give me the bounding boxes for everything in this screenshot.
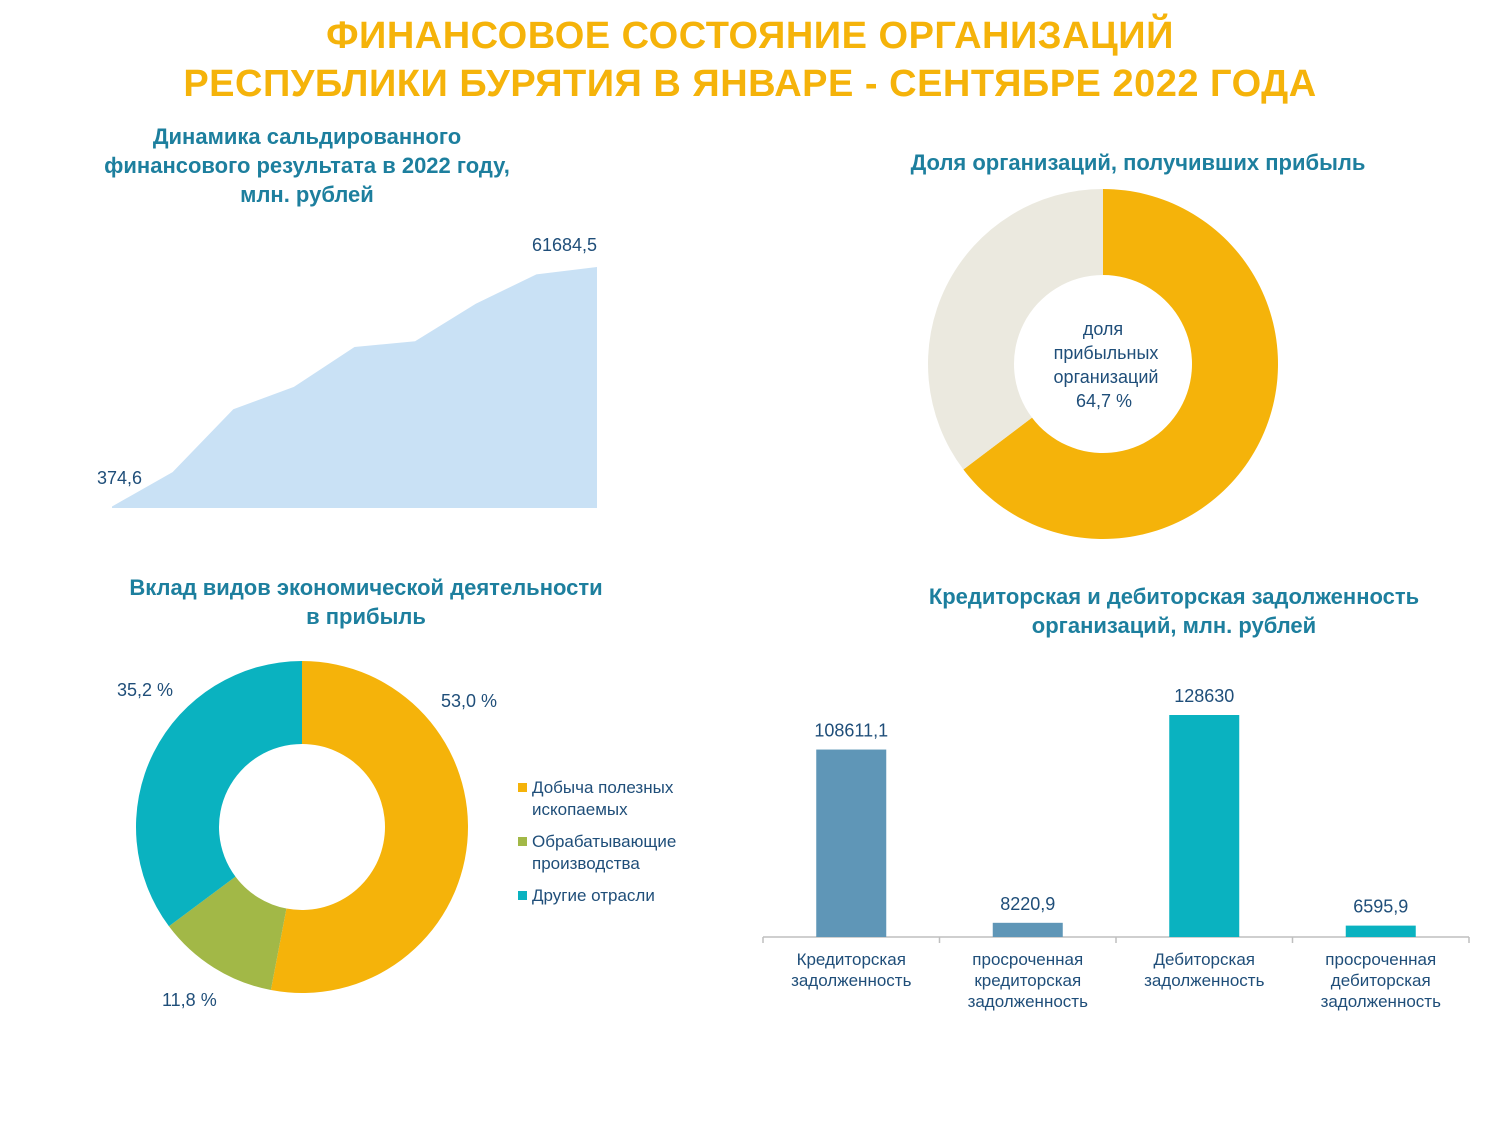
share-center-line-2: прибыльных: [1054, 343, 1159, 363]
page-title-line-1: ФИНАНСОВОЕ СОСТОЯНИЕ ОРГАНИЗАЦИЙ: [326, 15, 1174, 57]
contribution-chart-title: Вклад видов экономической деятельности в…: [66, 573, 666, 631]
debt-bar-value-label-4: 6595,9: [1353, 897, 1408, 917]
debt-chart-title: Кредиторская и дебиторская задолженность…: [874, 582, 1474, 640]
area-chart-title-line-3: млн. рублей: [240, 182, 374, 207]
contribution-label-mining: 53,0 %: [441, 691, 497, 711]
debt-category-label-2-line-3: задолженность: [967, 992, 1088, 1011]
share-chart-title-line-1: Доля организаций, получивших прибыль: [910, 150, 1366, 175]
debt-category-label-1-line-2: задолженность: [791, 971, 912, 990]
legend-label-manufacturing: Обрабатывающие производства: [532, 831, 676, 875]
contribution-slice-3: [136, 661, 302, 927]
debt-category-label-3: Дебиторская задолженность: [1119, 949, 1289, 991]
share-slice-1: [963, 189, 1278, 539]
contribution-slice-1: [270, 661, 469, 993]
debt-category-label-4: просроченная дебиторская задолженность: [1296, 949, 1466, 1012]
area-chart-title: Динамика сальдированного финансового рез…: [57, 122, 557, 209]
legend-label-mining-line-2: ископаемых: [532, 800, 628, 819]
debt-bar-value-label-1: 108611,1: [814, 721, 888, 741]
contribution-chart-title-line-1: Вклад видов экономической деятельности: [129, 575, 603, 600]
debt-category-label-1-line-1: Кредиторская: [796, 950, 906, 969]
share-chart-title: Доля организаций, получивших прибыль: [838, 148, 1438, 177]
debt-bar-value-label-3: 128630: [1174, 686, 1234, 706]
contribution-legend: Добыча полезных ископаемых Обрабатывающи…: [518, 777, 748, 917]
debt-category-label-2-line-1: просроченная: [972, 950, 1084, 969]
contribution-label-manufacturing: 11,8 %: [162, 990, 217, 1010]
debt-bar-4: [1345, 925, 1416, 937]
legend-label-manufacturing-line-1: Обрабатывающие: [532, 832, 677, 851]
debt-category-label-4-line-2: дебиторская: [1330, 971, 1431, 990]
legend-swatch-manufacturing: [518, 837, 527, 846]
debt-bar-value-label-2: 8220,9: [1000, 894, 1055, 914]
legend-item-other: Другие отрасли: [518, 885, 748, 907]
legend-item-manufacturing: Обрабатывающие производства: [518, 831, 748, 875]
legend-label-other: Другие отрасли: [532, 886, 655, 905]
debt-category-label-4-line-3: задолженность: [1320, 992, 1441, 1011]
contribution-label-other: 35,2 %: [117, 680, 173, 700]
contribution-chart-title-line-2: в прибыль: [306, 604, 426, 629]
legend-label-mining: Добыча полезных ископаемых: [532, 777, 673, 821]
page-title: ФИНАНСОВОЕ СОСТОЯНИЕ ОРГАНИЗАЦИЙ РЕСПУБЛ…: [0, 12, 1500, 108]
debt-category-label-1: Кредиторская задолженность: [766, 949, 936, 991]
legend-swatch-other: [518, 891, 527, 900]
debt-category-label-3-line-1: Дебиторская: [1153, 950, 1256, 969]
debt-bar-3: [1169, 715, 1240, 937]
debt-bar-1: [816, 749, 887, 937]
debt-chart-title-line-1: Кредиторская и дебиторская задолженность: [928, 584, 1420, 609]
legend-swatch-mining: [518, 783, 527, 792]
legend-label-manufacturing-line-2: производства: [532, 854, 640, 873]
area-series: [112, 267, 597, 508]
legend-label-mining-line-1: Добыча полезных: [532, 778, 674, 797]
share-slice-2: [927, 189, 1103, 470]
area-chart-title-line-1: Динамика сальдированного: [152, 124, 462, 149]
share-center-line-3: организаций: [1054, 367, 1159, 387]
page-title-line-2: РЕСПУБЛИКИ БУРЯТИЯ В ЯНВАРЕ - СЕНТЯБРЕ 2…: [183, 63, 1317, 105]
contribution-slice-2: [168, 876, 287, 991]
debt-bar-2: [992, 922, 1063, 937]
debt-category-label-2-line-2: кредиторская: [974, 971, 1082, 990]
legend-item-mining: Добыча полезных ископаемых: [518, 777, 748, 821]
share-center-line-4: 64,7 %: [1076, 391, 1132, 411]
debt-category-label-4-line-1: просроченная: [1325, 950, 1437, 969]
debt-category-label-2: просроченная кредиторская задолженность: [943, 949, 1113, 1012]
area-first-value-label: 374,6: [97, 468, 142, 488]
share-center-line-1: доля: [1083, 319, 1123, 339]
area-chart-title-line-2: финансового результата в 2022 году,: [104, 153, 510, 178]
debt-chart-title-line-2: организаций, млн. рублей: [1031, 613, 1317, 638]
area-last-value-label: 61684,5: [532, 235, 597, 255]
debt-category-label-3-line-2: задолженность: [1144, 971, 1265, 990]
